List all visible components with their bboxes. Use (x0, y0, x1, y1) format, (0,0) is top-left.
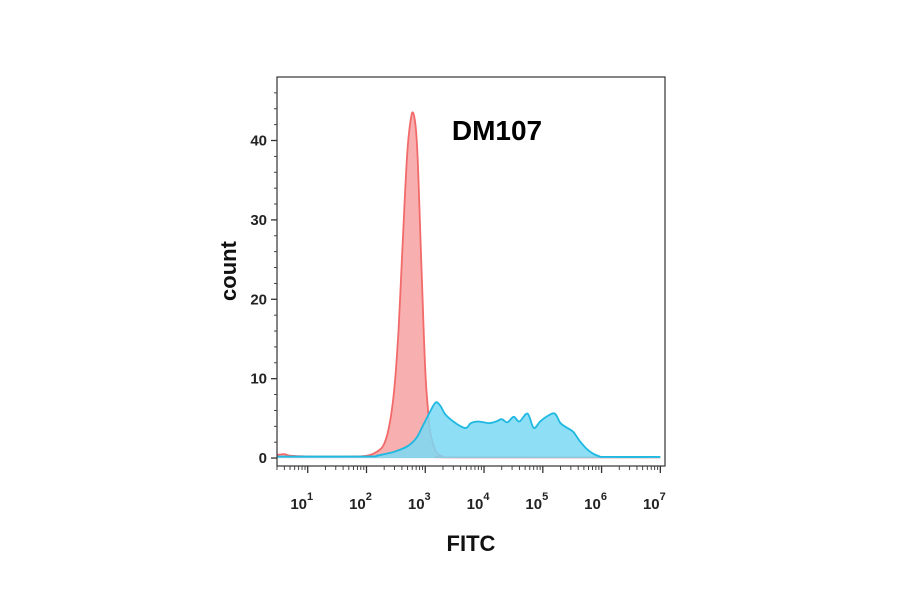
x-tick-label: 102 (349, 491, 372, 513)
x-tick-label: 101 (290, 491, 313, 513)
x-axis-ticks: 101 102 103 104 105 106 107 (276, 466, 666, 513)
series-0-line (276, 111, 661, 459)
series-layer (276, 111, 661, 459)
y-tick-label: 10 (250, 371, 267, 388)
y-axis-title: count (216, 240, 241, 301)
x-tick-label: 105 (525, 491, 548, 513)
series-1-line (276, 401, 661, 458)
x-tick-label: 107 (643, 491, 666, 513)
y-tick-label: 30 (250, 212, 267, 229)
x-axis-title: FITC (447, 531, 496, 556)
x-tick-label: 106 (584, 491, 607, 513)
y-axis-ticks: 0 10 20 30 40 (250, 92, 277, 467)
chart-title: DM107 (452, 115, 542, 146)
y-tick-label: 0 (259, 450, 267, 467)
y-tick-label: 20 (250, 291, 267, 308)
series-0-area (277, 112, 661, 459)
series-1-area (277, 402, 661, 459)
x-tick-label: 103 (408, 491, 431, 513)
x-tick-label: 104 (467, 491, 491, 513)
y-tick-label: 40 (250, 133, 267, 150)
